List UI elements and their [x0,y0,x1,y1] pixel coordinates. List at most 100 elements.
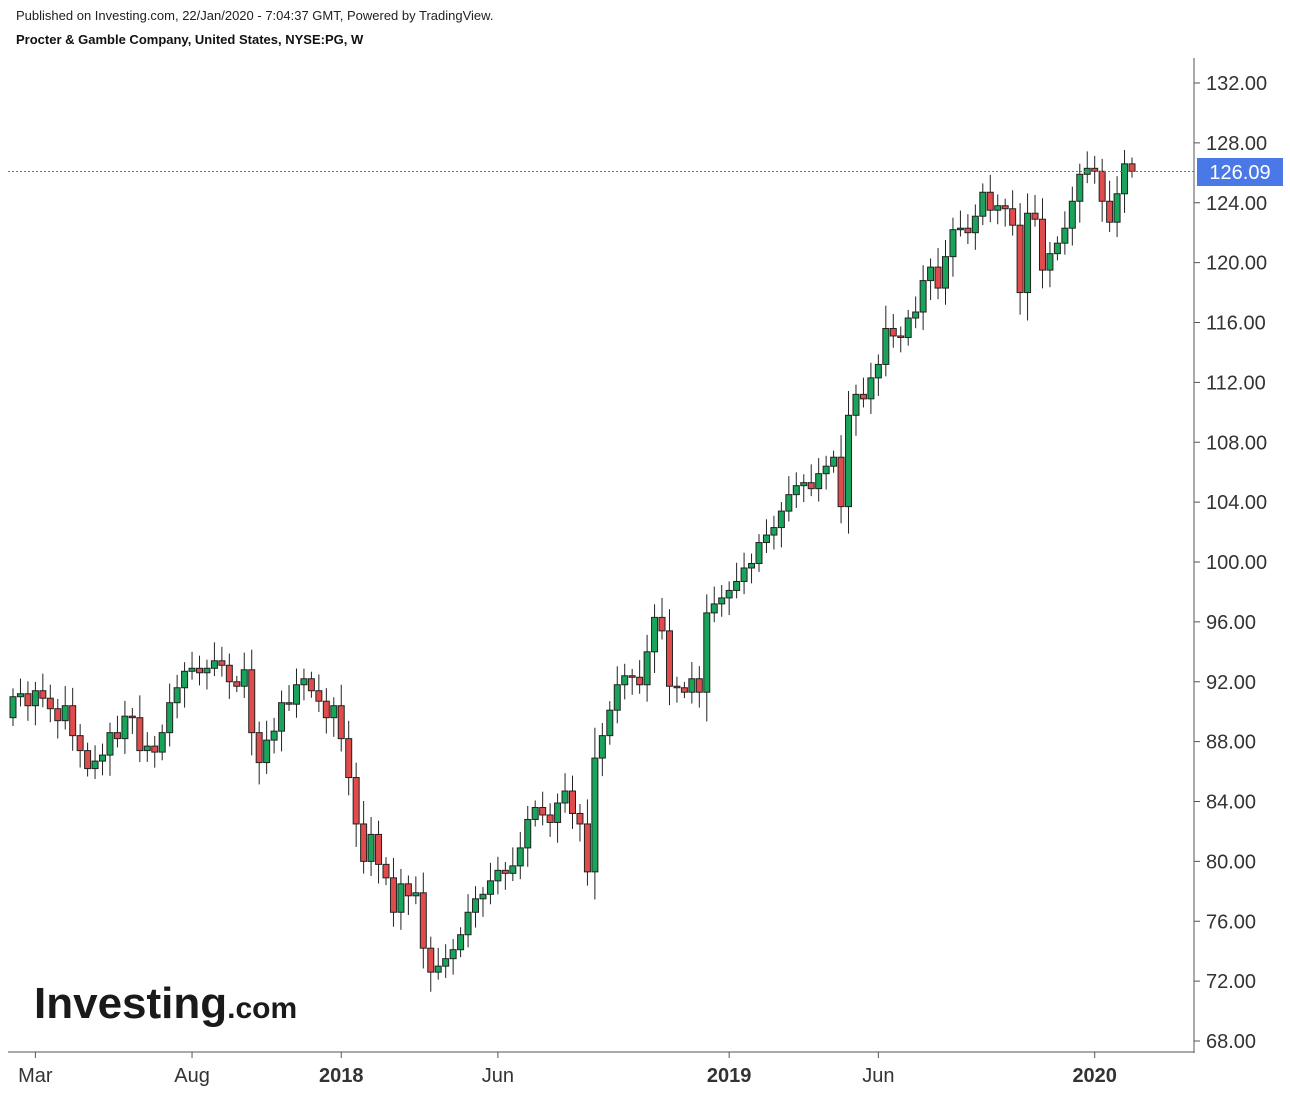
candle [173,674,181,719]
candle-body-up [188,667,196,672]
candle [1061,211,1069,255]
candle-body-up [442,958,450,967]
candle [986,174,994,223]
candle [956,210,964,237]
candle-body-up [643,651,651,686]
y-tick-label: 112.00 [1206,372,1266,394]
candle [621,663,629,700]
candle [539,791,547,826]
candle [39,673,47,708]
candle [531,800,539,827]
candle-body-up [486,880,494,895]
candle-body-up [524,818,532,849]
candle-body-down [859,393,867,400]
candle-body-up [270,730,278,741]
candle-body-down [964,227,972,234]
chart-title: Procter & Gamble Company, United States,… [16,32,364,47]
candle-body-up [457,934,465,951]
candle-body-down [128,715,136,719]
candle-body-up [561,790,569,804]
candle-body-up [710,603,718,614]
candle [1128,157,1136,178]
candle-body-up [979,191,987,217]
candle-body-up [464,911,472,936]
candle-body-down [673,685,681,689]
candle-body-down [315,690,323,702]
candle-body-down [352,777,360,825]
candle-body-up [613,684,621,711]
candle-body-up [1046,253,1054,271]
candle-body-down [225,664,233,683]
x-axis: Mar Aug 2018 Jun 2019 Jun 2020 [18,1052,1117,1087]
candle-body-down [665,630,673,687]
candle-body-up [292,684,300,705]
candle-body-down [546,814,554,823]
candle-body-down [1001,205,1009,210]
candle-body-up [1121,163,1129,195]
candle-body-down [680,687,688,693]
candle [1053,236,1061,261]
candle [576,803,584,842]
candle [218,646,226,677]
candle-body-up [494,869,502,882]
candle-body-up [300,678,308,686]
candle-body-up [830,456,838,467]
candle-body-down [889,327,897,337]
candle [546,803,554,837]
candle [449,939,457,975]
candle-body-up [1068,200,1076,229]
candle-body-up [9,696,17,719]
y-tick-label: 80.00 [1206,851,1256,873]
candle-body-up [397,883,405,913]
candle [84,742,92,777]
candle-body-up [867,377,875,400]
candle-body-up [651,616,659,653]
candle-body-down [1106,200,1114,223]
y-tick-label: 96.00 [1206,612,1256,634]
candle-body-up [121,715,129,740]
candle-body-up [770,527,778,536]
x-tick-label: Jun [862,1065,894,1087]
candle-body-up [1113,193,1121,223]
candle-body-down [39,690,47,699]
candle [859,377,867,408]
y-tick-label: 84.00 [1206,792,1256,814]
candle [270,717,278,754]
candle [158,724,166,761]
candle [964,214,972,244]
candle [942,239,949,305]
candle-body-down [1128,163,1136,172]
candle-body-down [151,745,159,753]
y-tick-label: 132.00 [1206,73,1267,95]
candle-body-up [919,280,927,313]
candle-body-down [427,947,435,973]
candle [427,936,435,992]
candle-body-up [912,311,920,319]
candle [874,354,882,396]
candle [837,435,845,524]
candle [151,735,159,768]
candle-body-down [76,735,84,752]
candle-body-down [1016,224,1024,294]
candle [777,502,785,548]
candle-body-down [360,823,368,862]
candle-body-down [404,883,412,897]
candle-body-up [449,949,457,960]
candle-body-up [740,567,748,582]
y-tick-label: 124.00 [1206,193,1267,215]
candle [785,476,793,522]
candle [822,455,830,490]
candle-body-down [337,705,345,740]
candle-body-down [897,335,905,338]
candle-body-up [1061,227,1069,244]
candle [1031,194,1039,227]
candle [994,194,1002,225]
published-note: Published on Investing.com, 22/Jan/2020 … [16,8,494,23]
logo-brand: Investing [34,979,227,1028]
y-tick-label: 68.00 [1206,1031,1256,1053]
candle [136,695,144,763]
candle [1076,163,1084,223]
candle-body-up [91,760,99,770]
candle-body-up [181,670,189,689]
